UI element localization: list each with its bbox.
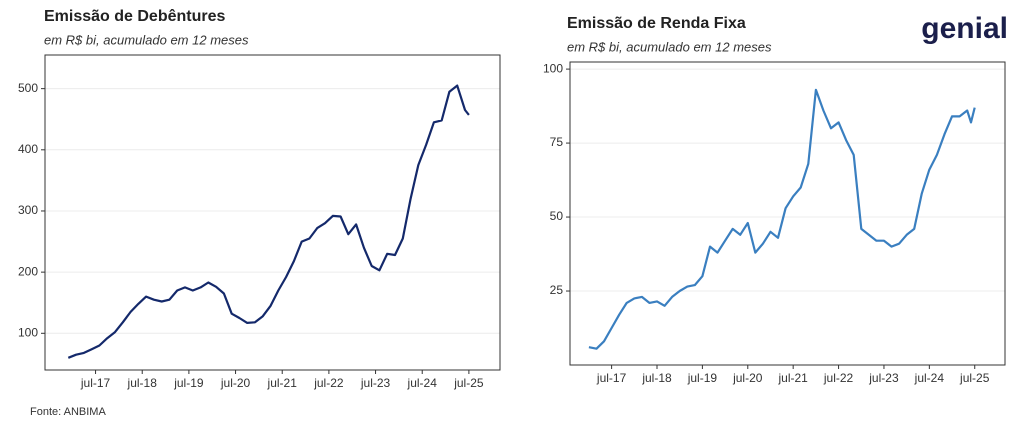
x-tick-label: jul-18	[127, 376, 158, 390]
y-tick-label: 50	[550, 209, 564, 223]
x-tick-label: jul-22	[823, 371, 854, 385]
x-tick-label: jul-19	[173, 376, 204, 390]
source-note: Fonte: ANBIMA	[30, 406, 106, 418]
plot-frame	[44, 54, 501, 371]
logo: genial	[921, 12, 1008, 45]
x-tick-label: jul-21	[777, 371, 808, 385]
y-tick-label: 400	[18, 142, 38, 156]
x-tick-label: jul-17	[80, 376, 111, 390]
x-tick-label: jul-21	[267, 376, 298, 390]
y-tick-label: 300	[18, 203, 38, 217]
chart-title: Emissão de Renda Fixa	[567, 15, 746, 32]
y-tick-label: 100	[543, 61, 563, 75]
y-tick-label: 200	[18, 264, 38, 278]
x-tick-label: jul-17	[596, 371, 627, 385]
x-tick-label: jul-20	[732, 371, 763, 385]
chart-subtitle: em R$ bi, acumulado em 12 meses	[567, 39, 772, 54]
y-tick-label: 75	[550, 135, 564, 149]
plot-frame	[569, 61, 1006, 366]
x-tick-label: jul-20	[220, 376, 251, 390]
x-tick-label: jul-24	[914, 371, 945, 385]
y-tick-label: 100	[18, 325, 38, 339]
x-tick-label: jul-22	[313, 376, 344, 390]
chart-title: Emissão de Debêntures	[44, 8, 226, 25]
data-line	[588, 88, 976, 350]
x-tick-label: jul-25	[453, 376, 484, 390]
y-tick-label: 25	[550, 283, 564, 297]
x-tick-label: jul-18	[641, 371, 672, 385]
x-tick-label: jul-19	[687, 371, 718, 385]
data-line	[67, 84, 470, 359]
chart-subtitle: em R$ bi, acumulado em 12 meses	[44, 32, 249, 47]
y-tick-label: 500	[18, 81, 38, 95]
x-tick-label: jul-25	[959, 371, 990, 385]
x-tick-label: jul-24	[407, 376, 438, 390]
x-tick-label: jul-23	[868, 371, 899, 385]
x-tick-label: jul-23	[360, 376, 391, 390]
